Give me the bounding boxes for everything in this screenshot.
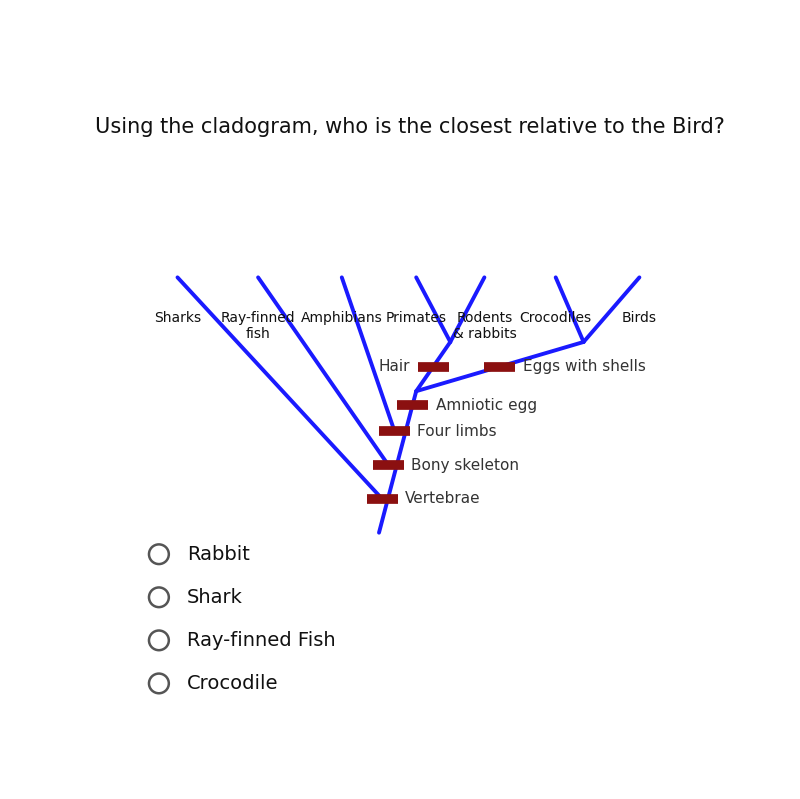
Text: Amniotic egg: Amniotic egg [435,398,537,412]
Text: Amphibians: Amphibians [301,312,382,325]
Text: Hair: Hair [379,359,410,374]
Text: Birds: Birds [622,312,657,325]
Text: Ray-finned Fish: Ray-finned Fish [187,631,335,650]
Text: Crocodiles: Crocodiles [520,312,592,325]
Text: Vertebrae: Vertebrae [405,491,481,507]
Text: Ray-finned
fish: Ray-finned fish [221,312,295,341]
Text: Four limbs: Four limbs [418,423,497,439]
Text: Rodents
& rabbits: Rodents & rabbits [453,312,516,341]
Text: Rabbit: Rabbit [187,545,250,564]
Text: Using the cladogram, who is the closest relative to the Bird?: Using the cladogram, who is the closest … [95,117,725,137]
Text: Sharks: Sharks [154,312,201,325]
Text: Eggs with shells: Eggs with shells [523,359,646,374]
Text: Crocodile: Crocodile [187,674,278,693]
Text: Primates: Primates [386,312,446,325]
Text: Bony skeleton: Bony skeleton [411,458,519,472]
Text: Shark: Shark [187,588,242,606]
